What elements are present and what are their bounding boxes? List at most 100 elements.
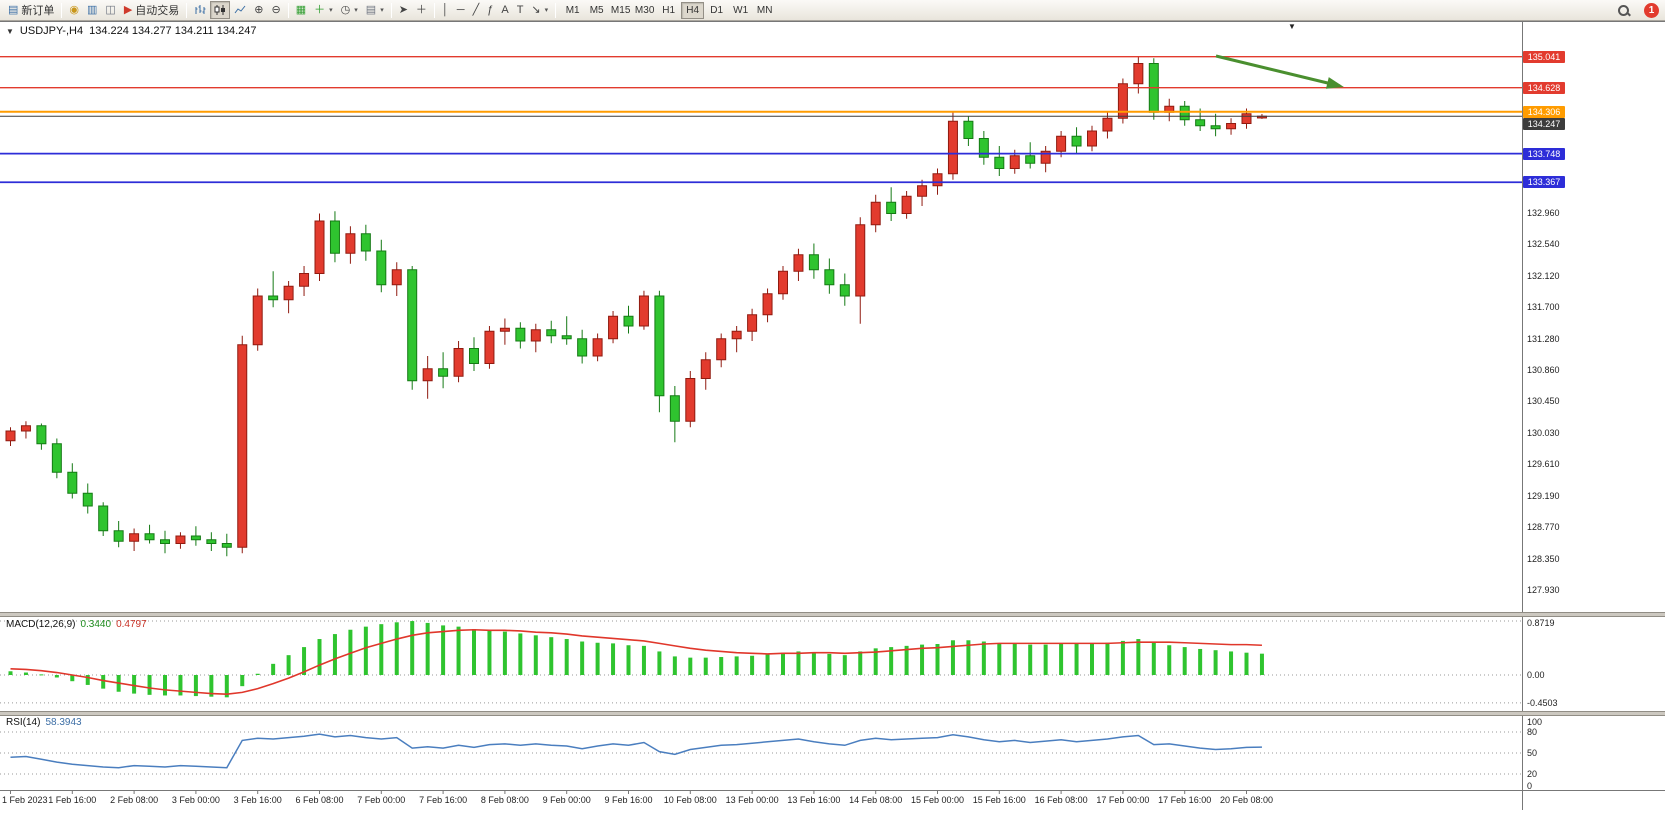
panel-separator-macd[interactable]: [0, 612, 1665, 617]
new-order-button[interactable]: ▤ 新订单: [4, 1, 58, 19]
vertical-line-icon: │: [441, 3, 449, 16]
arrow-tool-icon: ↘: [531, 3, 541, 16]
auto-trading-button[interactable]: ▶ 自动交易: [120, 1, 183, 19]
toolbar-separator: [390, 2, 392, 18]
chart-symbol-period: USDJPY-,H4: [19, 25, 84, 37]
time-axis-label: 9 Feb 16:00: [604, 795, 653, 805]
rsi-indicator-label: RSI(14) 58.3943: [6, 717, 82, 728]
cursor-icon: ➤: [398, 3, 408, 16]
navigator-icon: ◫: [105, 3, 116, 16]
toolbar-separator: [555, 2, 557, 18]
zoom-out-icon: ⊖: [271, 3, 281, 16]
time-axis-label: 14 Feb 08:00: [849, 795, 903, 805]
horizontal-line-icon: ─: [456, 3, 465, 16]
panel-separator-rsi[interactable]: [0, 711, 1665, 716]
macd-value: 0.3440: [80, 619, 112, 630]
time-axis-label: 17 Feb 16:00: [1158, 795, 1212, 805]
chart-title: ▼ USDJPY-,H4 134.224 134.277 134.211 134…: [6, 25, 257, 37]
timeframe-m15-button[interactable]: M15: [609, 2, 632, 19]
macd-name: MACD(12,26,9): [6, 619, 76, 630]
timeframe-m1-button[interactable]: M1: [561, 2, 584, 19]
horizontal-line-tool-button[interactable]: ─: [453, 1, 469, 19]
text-tool-button[interactable]: A: [497, 1, 512, 19]
candlestick-chart-button[interactable]: [210, 1, 231, 19]
chevron-down-icon: ▾: [544, 7, 549, 14]
time-axis-label: 13 Feb 16:00: [787, 795, 841, 805]
time-axis-label: 7 Feb 00:00: [357, 795, 406, 805]
arrows-tool-button[interactable]: ↘ ▾: [527, 1, 552, 19]
price-level-badge: 135.041: [1523, 50, 1565, 63]
price-axis-label: 132.120: [1527, 270, 1560, 281]
trendline-tool-button[interactable]: ╱: [469, 1, 484, 19]
trendline-icon: ╱: [472, 3, 480, 16]
rsi-axis-label: 20: [1527, 769, 1538, 779]
chevron-down-icon: ▾: [329, 7, 333, 14]
timeframe-m5-button[interactable]: M5: [585, 2, 608, 19]
bar-chart-icon: [195, 5, 206, 14]
chart-dropdown-icon[interactable]: ▼: [6, 26, 14, 36]
bar-chart-button[interactable]: [190, 1, 210, 19]
macd-indicator-label: MACD(12,26,9) 0.3440 0.4797: [6, 619, 147, 630]
notification-badge[interactable]: 1: [1644, 2, 1659, 18]
price-axis-label: 128.770: [1527, 522, 1560, 532]
zoom-in-button[interactable]: ⊕: [250, 1, 267, 19]
templates-button[interactable]: ▤ ▾: [362, 1, 388, 19]
timeframe-m30-button[interactable]: M30: [633, 2, 656, 19]
chevron-down-icon: ▾: [380, 7, 384, 14]
toolbar-separator: [433, 2, 435, 18]
price-axis-label: 129.190: [1527, 490, 1560, 501]
rsi-name: RSI(14): [6, 717, 41, 728]
indicators-button[interactable]: ＋ ▾: [310, 1, 337, 19]
search-icon[interactable]: [1617, 4, 1630, 17]
timeframe-h4-button[interactable]: H4: [681, 1, 705, 19]
price-level-badge: 134.306: [1523, 105, 1565, 118]
tile-windows-icon: ▦: [295, 3, 307, 16]
template-icon: ▤: [365, 3, 377, 16]
toolbar: ▤ 新订单 ◉ ▥ ◫ ▶ 自动交易 ⊕ ⊖ ▦ ＋ ▾ ◷ ▾ ▤ ▾ ➤ ＋ │: [0, 0, 1665, 21]
timeframe-w1-button[interactable]: W1: [729, 2, 752, 19]
price-axis-label: 129.610: [1527, 459, 1560, 469]
market-watch-button[interactable]: ◉: [65, 1, 83, 19]
data-window-button[interactable]: ▥: [83, 1, 101, 19]
time-axis-label: 3 Feb 00:00: [171, 795, 220, 805]
price-axis-label: 132.540: [1527, 239, 1560, 250]
line-chart-button[interactable]: [230, 1, 250, 19]
macd-axis-label: 0.8719: [1527, 618, 1555, 628]
vertical-line-tool-button[interactable]: │: [438, 1, 453, 19]
zoom-out-button[interactable]: ⊖: [268, 1, 285, 19]
new-order-icon: ▤: [8, 3, 19, 16]
chart-canvas[interactable]: [0, 21, 1665, 837]
time-axis-label: 15 Feb 16:00: [972, 795, 1026, 805]
line-chart-icon: [234, 5, 246, 14]
price-axis-label: 131.280: [1527, 333, 1560, 344]
fibonacci-tool-button[interactable]: ƒ: [483, 1, 497, 19]
time-axis-label: 16 Feb 08:00: [1034, 795, 1088, 805]
timeframe-h1-button[interactable]: H1: [657, 2, 680, 19]
clock-icon: ◷: [340, 3, 351, 16]
price-axis-label: 130.450: [1527, 396, 1560, 406]
time-axis-label: 1 Feb 16:00: [48, 795, 97, 805]
periods-button[interactable]: ◷ ▾: [337, 1, 362, 19]
indicators-icon: ＋: [314, 3, 326, 16]
time-axis-label: 6 Feb 08:00: [295, 795, 344, 805]
text-tool-icon: A: [501, 3, 509, 16]
label-tool-button[interactable]: T: [513, 1, 528, 19]
navigator-button[interactable]: ◫: [101, 1, 119, 19]
crosshair-button[interactable]: ＋: [412, 1, 431, 19]
price-level-badge: 134.247: [1523, 117, 1565, 130]
price-axis-label: 132.960: [1527, 207, 1560, 218]
price-axis-label: 128.350: [1527, 553, 1560, 564]
time-axis-label: 3 Feb 16:00: [233, 795, 282, 805]
macd-axis-label: 0.00: [1527, 670, 1545, 680]
timeframe-mn-button[interactable]: MN: [753, 2, 776, 19]
price-axis-label: 127.930: [1527, 585, 1560, 595]
tile-windows-button[interactable]: ▦: [292, 1, 310, 19]
cursor-button[interactable]: ➤: [395, 1, 412, 19]
chart-end-icon[interactable]: ▼: [1288, 22, 1296, 31]
candlestick-chart-icon: [214, 5, 226, 15]
price-level-badge: 133.748: [1523, 147, 1565, 160]
new-order-label: 新订单: [21, 5, 55, 17]
timeframe-d1-button[interactable]: D1: [705, 2, 728, 19]
time-axis-label: 10 Feb 08:00: [663, 795, 717, 805]
